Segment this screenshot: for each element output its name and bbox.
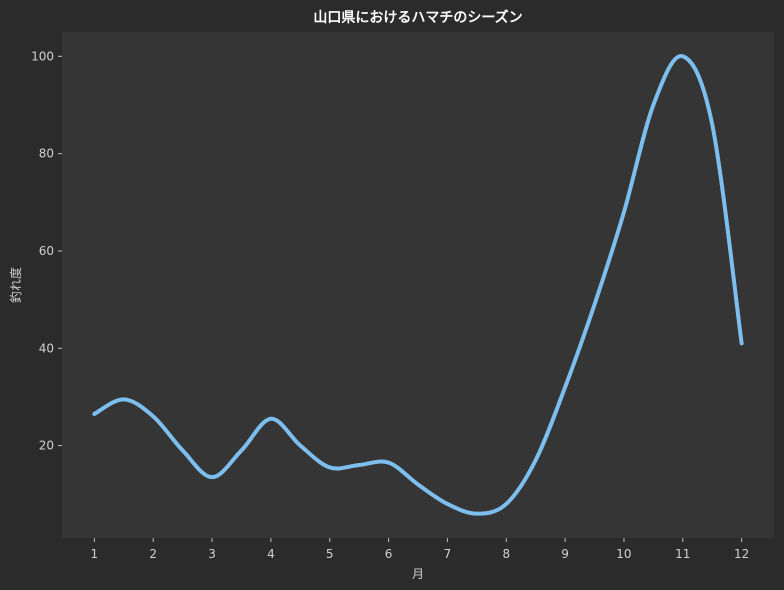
x-tick-label: 6 [385, 547, 393, 561]
y-tick-label: 20 [39, 439, 54, 453]
x-tick-label: 10 [616, 547, 631, 561]
x-tick-label: 4 [267, 547, 275, 561]
y-tick-label: 40 [39, 341, 54, 355]
x-tick-label: 11 [675, 547, 690, 561]
x-tick-label: 3 [208, 547, 216, 561]
x-tick-label: 5 [326, 547, 334, 561]
y-axis-label: 釣れ度 [8, 267, 23, 303]
y-tick-label: 100 [31, 49, 54, 63]
x-tick-label: 12 [734, 547, 749, 561]
x-tick-label: 7 [444, 547, 452, 561]
x-axis-label: 月 [412, 567, 424, 581]
x-tick-label: 9 [561, 547, 569, 561]
y-tick-label: 80 [39, 147, 54, 161]
x-tick-label: 8 [502, 547, 510, 561]
y-axis-ticks: 20 40 60 80 100 [31, 49, 62, 453]
x-axis-ticks: 1 2 3 4 5 6 7 8 9 10 11 12 [91, 538, 749, 561]
series-line [92, 54, 744, 516]
plot-area [62, 32, 774, 538]
series-layer [92, 54, 744, 516]
y-tick-label: 60 [39, 244, 54, 258]
x-tick-label: 1 [91, 547, 99, 561]
chart-title: 山口県におけるハマチのシーズン [313, 9, 522, 26]
x-tick-label: 2 [149, 547, 157, 561]
